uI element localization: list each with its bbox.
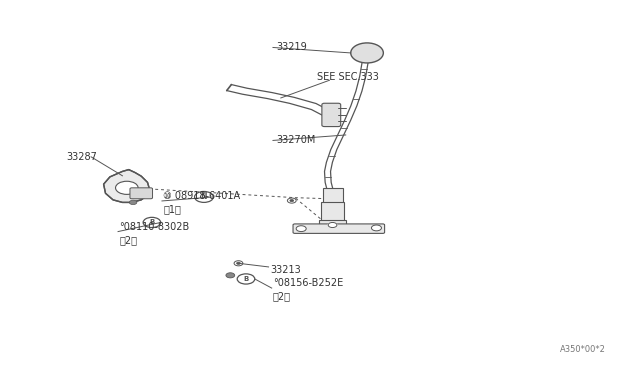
FancyBboxPatch shape — [323, 188, 342, 204]
Polygon shape — [104, 170, 149, 202]
Circle shape — [237, 262, 241, 264]
Text: SEE SEC.333: SEE SEC.333 — [317, 72, 379, 81]
Text: 33270M: 33270M — [276, 135, 316, 145]
Text: °08156-B252E
（2）: °08156-B252E （2） — [273, 278, 343, 301]
Circle shape — [234, 261, 243, 266]
Text: 33287: 33287 — [66, 152, 97, 162]
Circle shape — [116, 181, 138, 195]
Circle shape — [328, 222, 337, 228]
Text: 33219: 33219 — [276, 42, 307, 52]
FancyBboxPatch shape — [322, 103, 340, 126]
Text: ⑩ 08918-6401A
（1）: ⑩ 08918-6401A （1） — [163, 191, 241, 214]
Text: B: B — [243, 276, 248, 282]
Circle shape — [371, 225, 381, 231]
Text: N: N — [201, 192, 207, 201]
Circle shape — [290, 199, 294, 202]
Circle shape — [129, 200, 137, 205]
Circle shape — [287, 198, 296, 203]
FancyBboxPatch shape — [293, 224, 385, 233]
FancyBboxPatch shape — [319, 219, 346, 230]
Circle shape — [237, 274, 255, 284]
Circle shape — [296, 226, 306, 231]
Ellipse shape — [351, 43, 383, 63]
FancyBboxPatch shape — [321, 202, 344, 221]
Circle shape — [143, 217, 161, 228]
Circle shape — [226, 273, 235, 278]
Text: 33213: 33213 — [270, 265, 301, 275]
Text: B: B — [149, 219, 154, 225]
Text: °08110-8302B
（2）: °08110-8302B （2） — [119, 222, 189, 245]
FancyBboxPatch shape — [130, 188, 152, 199]
Circle shape — [195, 192, 213, 202]
Text: A350*00*2: A350*00*2 — [559, 346, 605, 355]
